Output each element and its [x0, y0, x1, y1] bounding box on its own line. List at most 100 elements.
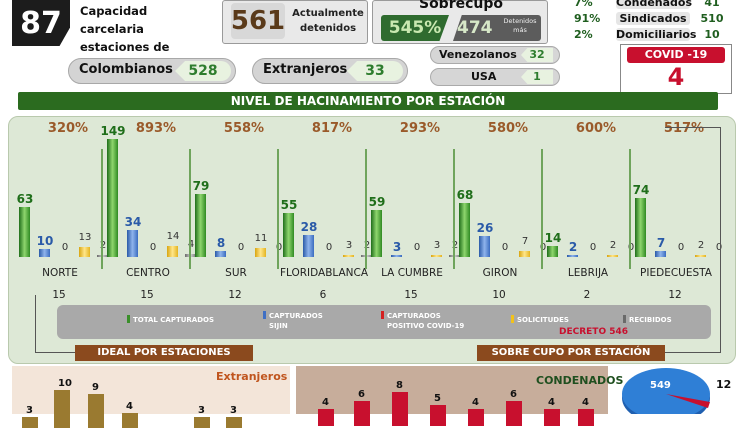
- capacity-label: Capacidad carcelaria estaciones de polic…: [74, 0, 214, 72]
- small-bar: [578, 409, 594, 426]
- current-detained-label: Actualmente detenidos: [289, 6, 367, 36]
- station-name: FLORIDABLANCA: [279, 267, 369, 279]
- bar-capturados-sijin: [479, 236, 490, 257]
- small-bar-label: 3: [198, 404, 205, 416]
- small-bar: [88, 393, 104, 428]
- bar-value-label: 11: [254, 233, 268, 245]
- legend-solicitudes: SOLICITUDES: [511, 315, 569, 325]
- convicted-chart-title: CONDENADOS: [536, 374, 624, 387]
- bar-value-label: 3: [345, 239, 353, 251]
- bar-value-label: 0: [275, 242, 283, 253]
- station-capacity: 10: [492, 289, 506, 301]
- bar-total-capturados: [371, 210, 382, 257]
- bar-total-capturados: [283, 213, 294, 257]
- foreigners-chart-title: Extranjeros: [216, 370, 288, 383]
- small-bar-label: 10: [58, 378, 72, 389]
- bar-value-label: 28: [300, 219, 318, 234]
- venezuelans-value: 32: [521, 48, 553, 62]
- small-bar-label: 3: [26, 404, 33, 416]
- small-bar-label: 4: [322, 397, 329, 408]
- station-name: LEBRIJA: [567, 267, 609, 279]
- current-detained-box: 561 Actualmente detenidos: [222, 0, 368, 44]
- small-bar-label: 8: [396, 380, 403, 391]
- bar-value-label: 14: [544, 230, 562, 245]
- small-bar: [506, 400, 522, 426]
- covid-value: 4: [667, 63, 685, 91]
- station-capacity: 12: [228, 289, 242, 301]
- foreigners-value: 33: [347, 61, 403, 81]
- small-bar: [468, 409, 484, 426]
- covid-title: COVID -19: [627, 47, 725, 63]
- venezuelans-label: Venezolanos: [439, 48, 517, 61]
- small-bar: [392, 392, 408, 426]
- pie-slice-top: [622, 368, 710, 414]
- bar-solicitudes: [607, 255, 618, 257]
- occupancy-pct-label: 580%: [487, 121, 529, 136]
- station-chart: 320% 63 10 0 13 2 NORTE 15 893% 149 34 0 14 4 CENTRO 15…: [9, 117, 735, 303]
- small-bar: [194, 416, 210, 428]
- occupancy-pct-label: 558%: [223, 121, 265, 136]
- station-capacity: 12: [668, 289, 682, 301]
- status-pct: 2%: [574, 28, 593, 41]
- colombians-value: 528: [175, 61, 231, 81]
- covid-box: COVID -19 4: [620, 44, 732, 94]
- current-label-line2: detenidos: [299, 23, 357, 34]
- bar-value-label: 0: [715, 242, 723, 253]
- bar-capturados-sijin: [567, 255, 578, 257]
- bar-value-label: 149: [100, 124, 126, 138]
- small-bar-label: 4: [582, 397, 589, 408]
- bar-total-capturados: [635, 198, 646, 257]
- occupancy-pct-label: 817%: [311, 121, 353, 136]
- station-chart-panel: 320% 63 10 0 13 2 NORTE 15 893% 149 34 0 14 4 CENTRO 15…: [8, 116, 736, 364]
- group-separator: [541, 149, 543, 269]
- status-row: 7% Condenados 41: [552, 0, 736, 10]
- small-bar-label: 9: [92, 381, 99, 393]
- station-capacity: 6: [319, 289, 327, 301]
- capacity-label-line1: Capacidad carcelaria: [80, 4, 148, 36]
- bar-capturados-sijin: [127, 230, 138, 257]
- bar-solicitudes: [695, 255, 706, 257]
- bar-total-capturados: [107, 139, 118, 257]
- occupancy-pct-label: 293%: [399, 121, 441, 136]
- sobre-bracket: [665, 127, 721, 353]
- small-bar: [226, 416, 242, 428]
- small-bar: [122, 412, 138, 428]
- station-capacity: 15: [404, 289, 418, 301]
- status-pct: 7%: [574, 0, 593, 9]
- ideal-label: IDEAL POR ESTACIONES: [75, 345, 253, 361]
- group-separator: [101, 149, 103, 269]
- bar-value-label: 59: [368, 195, 386, 210]
- current-detained-value: 561: [231, 3, 285, 39]
- bar-value-label: 2: [697, 240, 705, 252]
- group-separator: [629, 149, 631, 269]
- nationality-breakdown: Venezolanos 32 USA 1: [430, 46, 560, 88]
- bar-value-label: 68: [456, 188, 474, 203]
- occupancy-pct-label: 517%: [663, 121, 705, 136]
- bar-capturados-sijin: [39, 249, 50, 257]
- bar-solicitudes: [79, 246, 90, 257]
- usa-value: 1: [521, 70, 553, 84]
- overcrowding-sub: Detenidos más: [503, 17, 537, 34]
- small-bar: [318, 409, 334, 426]
- bar-total-capturados: [459, 203, 470, 257]
- small-bar: [544, 409, 560, 426]
- bar-value-label: 2: [568, 240, 578, 255]
- foreigners-pill: Extranjeros 33: [252, 58, 408, 84]
- occupancy-pct-label: 320%: [47, 121, 89, 136]
- occupancy-pct-label: 893%: [135, 121, 177, 136]
- bar-capturados-sijin: [391, 254, 402, 257]
- bar-value-label: 74: [632, 183, 650, 198]
- status-pct: 91%: [574, 12, 601, 25]
- bar-value-label: 7: [656, 236, 666, 251]
- bar-capturados-sijin: [655, 251, 666, 257]
- ideal-bracket: [35, 295, 75, 353]
- current-label-line1: Actualmente: [292, 8, 364, 19]
- bar-value-label: 0: [413, 242, 421, 253]
- bar-capturados-sijin: [215, 250, 226, 257]
- overcrowding-pct: 545%: [381, 15, 449, 41]
- usa-row: USA 1: [430, 68, 560, 86]
- station-name: NORTE: [42, 267, 78, 279]
- overcrowding-title: Sobrecupo: [418, 0, 504, 12]
- status-label: Domiciliarios: [616, 28, 697, 41]
- legend-total: TOTAL CAPTURADOS: [127, 315, 214, 325]
